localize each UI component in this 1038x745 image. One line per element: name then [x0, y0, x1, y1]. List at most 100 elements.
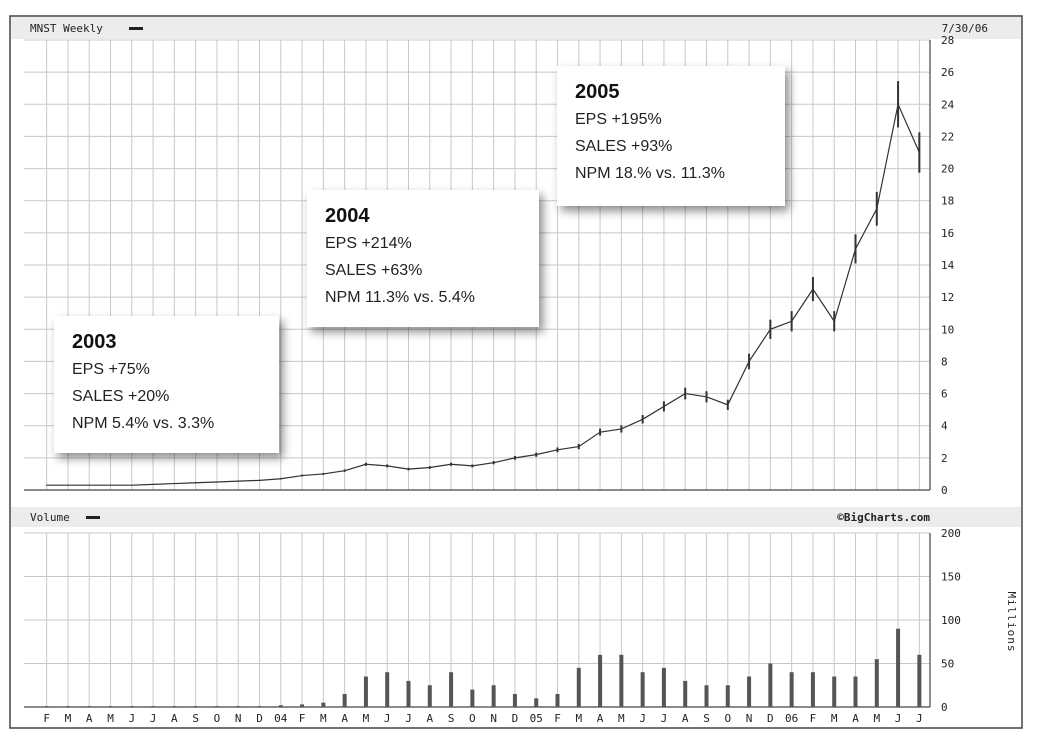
volume-bar: [449, 672, 454, 707]
x-tick-label: M: [320, 712, 327, 725]
callout-line: SALES +63%: [325, 262, 423, 279]
brand-label: ©BigCharts.com: [837, 511, 930, 524]
volume-bar: [874, 659, 879, 707]
y-tick-label: 26: [941, 66, 954, 79]
volume-bar: [363, 676, 368, 707]
x-tick-label: N: [235, 712, 242, 725]
y-tick-label: 16: [941, 227, 954, 240]
volume-bar: [44, 706, 49, 707]
y-tick-label: 0: [941, 484, 948, 497]
volume-bar: [832, 676, 837, 707]
callout-2003: 2003 EPS +75% SALES +20% NPM 5.4% vs. 3.…: [54, 316, 279, 453]
callout-line: EPS +214%: [325, 235, 412, 252]
x-tick-label: D: [512, 712, 519, 725]
volume-y-tick-label: 0: [941, 701, 948, 714]
x-tick-label: 04: [274, 712, 288, 725]
callout-line: NPM 11.3% vs. 5.4%: [325, 289, 475, 306]
y-tick-label: 10: [941, 323, 954, 336]
volume-grid: [24, 532, 931, 708]
volume-bar: [661, 667, 666, 707]
volume-bar: [534, 698, 539, 707]
x-tick-label: M: [618, 712, 625, 725]
x-tick-label: 05: [530, 712, 543, 725]
x-tick-label: A: [852, 712, 859, 725]
x-tick-label: F: [299, 712, 306, 725]
x-tick-label: J: [128, 712, 135, 725]
callout-2005: 2005 EPS +195% SALES +93% NPM 18.% vs. 1…: [557, 66, 785, 206]
x-tick-label: F: [43, 712, 50, 725]
x-tick-label: J: [661, 712, 668, 725]
volume-bar: [747, 676, 752, 707]
x-tick-label: D: [256, 712, 263, 725]
volume-bar: [704, 685, 709, 707]
volume-bar: [108, 706, 113, 707]
x-tick-label: F: [810, 712, 817, 725]
x-tick-label: A: [171, 712, 178, 725]
price-series: [45, 81, 921, 486]
volume-header-bar: [11, 507, 1021, 527]
price-header-bar: [11, 17, 1021, 39]
x-tick-label: M: [873, 712, 880, 725]
x-tick-label: S: [703, 712, 710, 725]
y-tick-label: 24: [941, 98, 955, 111]
volume-bar: [917, 654, 922, 707]
volume-bar: [768, 663, 773, 707]
volume-bar: [512, 693, 517, 707]
volume-bar: [87, 706, 92, 707]
x-axis: F M A M J J A S O N D 04 F M A M J J A S O N D 05 F M A M J J A S O N D 06 F…: [43, 712, 922, 725]
x-tick-label: J: [150, 712, 157, 725]
volume-bar: [789, 672, 794, 707]
x-tick-label: A: [341, 712, 348, 725]
volume-bar: [683, 680, 688, 707]
x-tick-label: J: [639, 712, 646, 725]
volume-bar: [406, 680, 411, 707]
volume-title: Volume: [30, 511, 70, 524]
x-tick-label: M: [65, 712, 72, 725]
x-tick-label: S: [192, 712, 199, 725]
x-tick-label: A: [682, 712, 689, 725]
volume-bar: [321, 702, 326, 707]
volume-bar: [257, 706, 262, 707]
y-tick-label: 4: [941, 420, 948, 433]
x-tick-label: S: [448, 712, 455, 725]
x-tick-label: M: [107, 712, 114, 725]
volume-bar: [342, 693, 347, 707]
volume-bar: [385, 672, 390, 707]
volume-bar: [193, 706, 198, 707]
y-tick-label: 22: [941, 130, 954, 143]
chart-date: 7/30/06: [942, 22, 988, 35]
callout-line: NPM 5.4% vs. 3.3%: [72, 415, 215, 432]
volume-y-axis: 0 50 100 150 200: [941, 527, 961, 714]
volume-bar: [172, 706, 177, 707]
x-tick-label: A: [86, 712, 93, 725]
volume-unit-label: Millions: [1005, 592, 1018, 653]
price-line: [46, 102, 920, 486]
x-tick-label: M: [363, 712, 370, 725]
chart-title: MNST Weekly: [30, 22, 103, 35]
y-tick-label: 14: [941, 259, 955, 272]
volume-bar: [491, 685, 496, 707]
callout-line: SALES +20%: [72, 388, 170, 405]
x-tick-label: A: [597, 712, 604, 725]
x-tick-label: N: [746, 712, 753, 725]
volume-y-tick-label: 200: [941, 527, 961, 540]
x-tick-label: O: [469, 712, 476, 725]
volume-bar: [129, 706, 134, 707]
x-tick-label: O: [214, 712, 221, 725]
y-tick-label: 28: [941, 34, 954, 47]
callout-line: EPS +75%: [72, 361, 150, 378]
x-tick-label: M: [575, 712, 582, 725]
x-tick-label: O: [724, 712, 731, 725]
volume-bar: [555, 693, 560, 707]
volume-dash: [86, 516, 100, 519]
callout-line: NPM 18.% vs. 11.3%: [575, 165, 725, 182]
volume-bar: [470, 689, 475, 707]
volume-bar: [810, 672, 815, 707]
volume-bar: [896, 628, 901, 707]
volume-y-tick-label: 50: [941, 658, 954, 671]
x-tick-label: 06: [785, 712, 798, 725]
callout-year: 2004: [325, 205, 370, 227]
volume-bar: [640, 672, 645, 707]
volume-bar: [725, 685, 730, 707]
volume-y-tick-label: 100: [941, 614, 961, 627]
